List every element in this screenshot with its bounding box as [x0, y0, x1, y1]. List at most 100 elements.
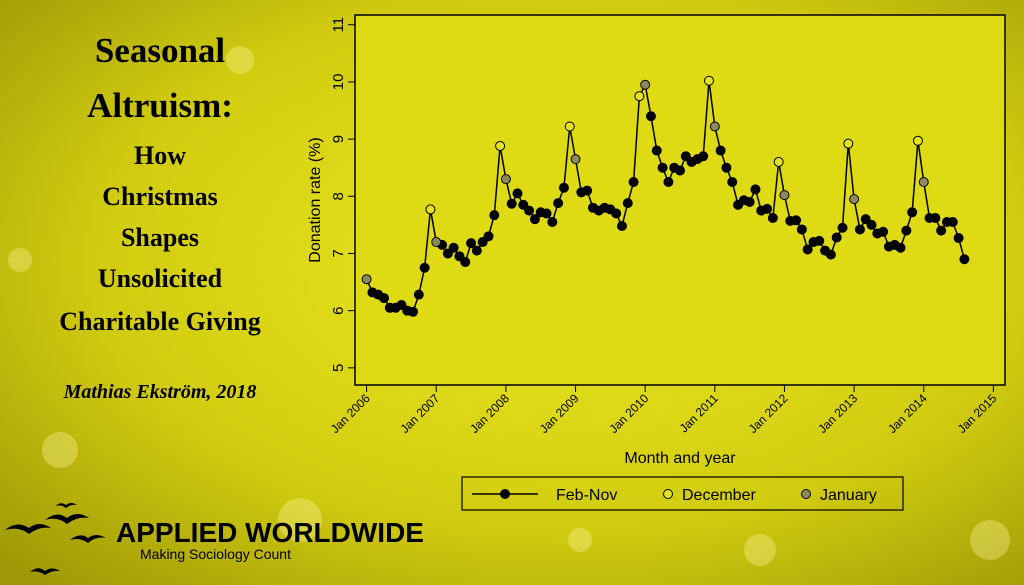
- connector: [423, 209, 432, 268]
- point: [849, 194, 860, 205]
- connector: [917, 140, 925, 183]
- point: [500, 174, 511, 185]
- point: [831, 232, 842, 243]
- connector: [568, 126, 577, 160]
- point: [379, 293, 390, 304]
- connector: [563, 126, 571, 188]
- logo-tagline: Making Sociology Count: [140, 546, 291, 562]
- point: [460, 257, 471, 268]
- point: [814, 235, 825, 246]
- point: [704, 75, 715, 86]
- point: [796, 224, 807, 235]
- point: [878, 226, 889, 237]
- point: [779, 190, 790, 201]
- y-tick-label: 10: [330, 74, 347, 91]
- legend-marker: [663, 489, 673, 499]
- point: [791, 215, 802, 226]
- connector: [708, 80, 716, 127]
- point: [506, 198, 517, 209]
- point: [547, 217, 558, 228]
- subtitle-line: Christmas: [102, 182, 218, 211]
- connector: [644, 84, 652, 117]
- point: [512, 188, 523, 199]
- point: [750, 184, 761, 195]
- point: [936, 225, 947, 236]
- point: [564, 121, 575, 132]
- point: [622, 198, 633, 209]
- point: [541, 208, 552, 219]
- point: [837, 222, 848, 233]
- point: [709, 121, 720, 132]
- connector: [853, 199, 861, 230]
- point: [558, 182, 569, 193]
- point: [524, 205, 535, 216]
- point: [675, 165, 685, 176]
- x-axis-label: Month and year: [624, 450, 736, 467]
- point: [448, 242, 459, 253]
- connector: [923, 181, 931, 219]
- point: [959, 254, 970, 265]
- point: [953, 233, 964, 244]
- point: [582, 185, 593, 196]
- logo-name: APPLIED WORLDWIDE: [116, 517, 424, 548]
- point: [611, 208, 622, 219]
- point: [471, 245, 482, 256]
- legend-marker: [801, 489, 811, 499]
- point: [825, 249, 836, 260]
- point: [489, 210, 500, 221]
- y-tick-label: 7: [330, 249, 347, 257]
- point: [912, 135, 923, 146]
- subtitle-line: Unsolicited: [98, 264, 223, 293]
- connector: [847, 143, 855, 200]
- point: [413, 289, 424, 300]
- point: [727, 176, 738, 187]
- point: [744, 197, 755, 208]
- point: [640, 79, 651, 90]
- title-line: Seasonal: [95, 31, 226, 70]
- bokeh: [8, 34, 1010, 566]
- subtitle-line: How: [134, 141, 186, 170]
- point: [698, 151, 709, 162]
- connector: [841, 143, 850, 228]
- legend-box: [461, 476, 904, 511]
- subtitle-line: Shapes: [121, 223, 199, 252]
- point: [425, 204, 436, 215]
- y-axis-label: Donation rate (%): [307, 137, 324, 262]
- point: [628, 176, 639, 187]
- point: [663, 176, 674, 187]
- plot-area: [354, 14, 1006, 386]
- connector: [499, 145, 507, 180]
- connector: [429, 209, 437, 243]
- point: [762, 203, 773, 214]
- connector: [702, 80, 710, 157]
- y-tick-label: 11: [330, 17, 347, 33]
- point: [918, 176, 929, 187]
- point: [529, 214, 540, 225]
- point: [930, 213, 941, 224]
- point: [947, 217, 958, 228]
- point: [553, 198, 564, 209]
- point: [854, 224, 865, 235]
- point: [715, 145, 726, 156]
- y-tick-label: 9: [330, 135, 347, 143]
- subtitle-line: Charitable Giving: [59, 307, 261, 336]
- point: [419, 262, 430, 273]
- point: [721, 162, 732, 173]
- connector: [493, 145, 501, 216]
- point: [866, 219, 877, 230]
- connector: [632, 96, 641, 183]
- author: Mathias Ekström, 2018: [63, 381, 257, 403]
- connector: [911, 140, 919, 213]
- legend-marker: [500, 489, 510, 499]
- y-tick-label: 8: [330, 192, 347, 200]
- connector: [777, 161, 786, 196]
- point: [634, 91, 645, 102]
- legend-label: Feb-Nov: [556, 487, 617, 504]
- y-tick-label: 5: [330, 364, 347, 372]
- connector: [650, 116, 658, 151]
- point: [651, 145, 662, 156]
- y-tick-label: 6: [330, 306, 347, 314]
- logo-birds: [5, 503, 106, 575]
- point: [895, 242, 906, 253]
